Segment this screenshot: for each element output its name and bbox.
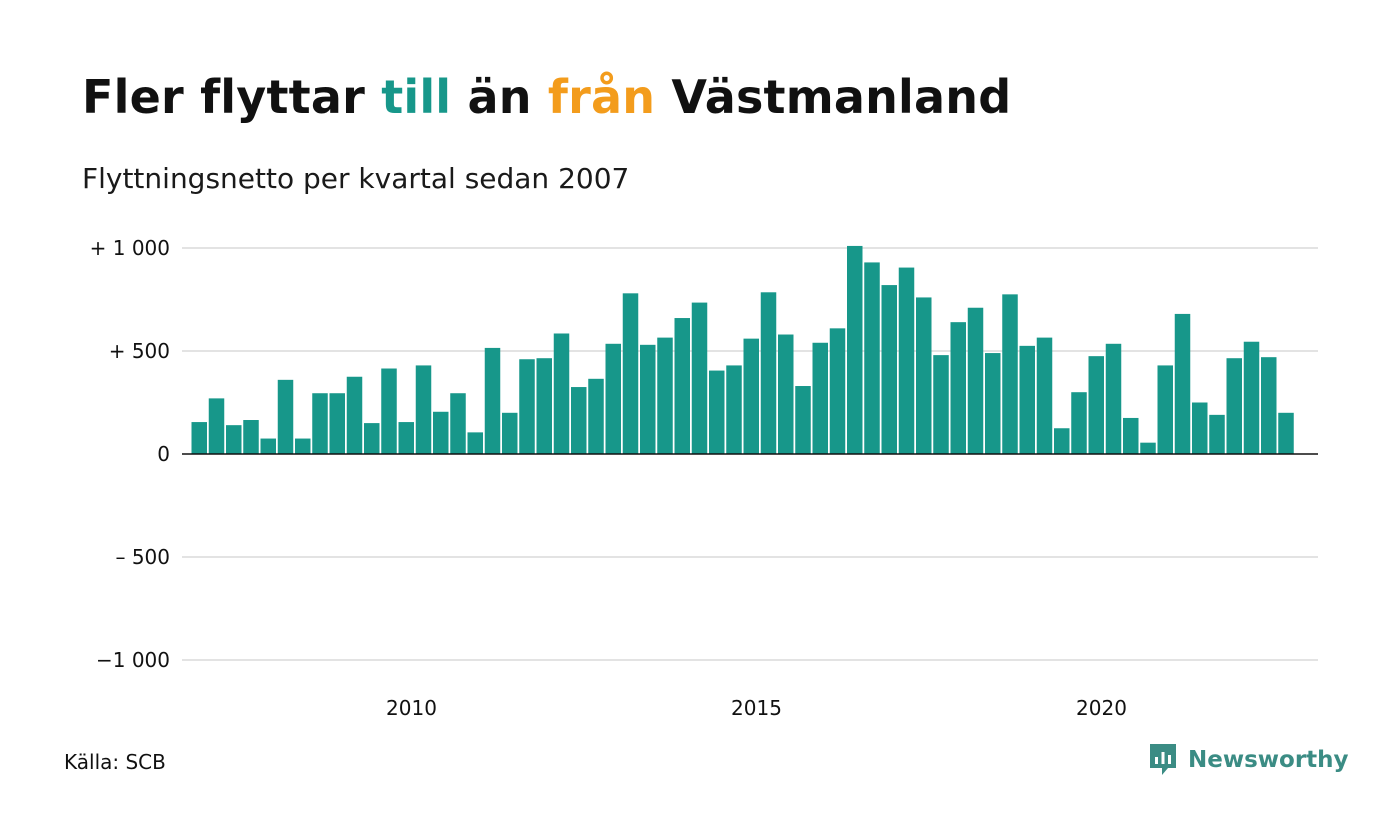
chart-subtitle: Flyttningsnetto per kvartal sedan 2007 bbox=[82, 162, 630, 195]
x-axis: 2010 2015 2020 bbox=[386, 696, 1127, 720]
bar bbox=[778, 334, 794, 454]
title-fran: från bbox=[547, 70, 656, 124]
bar bbox=[295, 438, 311, 454]
y-tick-label: – 500 bbox=[115, 545, 170, 569]
bar bbox=[553, 333, 570, 454]
y-tick-label: + 1 000 bbox=[90, 236, 170, 260]
bar bbox=[933, 355, 949, 454]
bar bbox=[985, 353, 1001, 454]
chart-title: Fler flyttar till än från Västmanland bbox=[82, 70, 1011, 124]
bar bbox=[691, 302, 708, 454]
bar bbox=[484, 347, 501, 454]
bar bbox=[760, 292, 777, 454]
bar bbox=[467, 432, 483, 454]
bar bbox=[312, 393, 328, 454]
bar bbox=[726, 365, 742, 454]
bar bbox=[226, 425, 242, 454]
bar bbox=[1105, 343, 1122, 454]
bar bbox=[674, 318, 690, 454]
x-tick-label: 2020 bbox=[1076, 696, 1127, 720]
bar bbox=[829, 328, 846, 454]
bar bbox=[1192, 402, 1208, 454]
bar bbox=[536, 358, 552, 454]
bar bbox=[571, 387, 587, 454]
bar bbox=[329, 393, 345, 454]
bar bbox=[346, 376, 363, 454]
bar bbox=[605, 343, 621, 454]
bar bbox=[743, 338, 759, 454]
bar bbox=[709, 370, 725, 454]
newsworthy-logo-icon bbox=[1150, 744, 1176, 775]
bar bbox=[502, 412, 518, 454]
bar bbox=[795, 386, 811, 454]
bar bbox=[967, 307, 984, 454]
bar bbox=[1036, 337, 1053, 454]
x-tick-label: 2015 bbox=[731, 696, 782, 720]
bar bbox=[433, 411, 449, 454]
bar bbox=[277, 379, 294, 454]
bar bbox=[950, 322, 966, 454]
title-till: till bbox=[381, 70, 452, 124]
bar bbox=[1157, 365, 1173, 454]
bar bbox=[208, 398, 225, 454]
bar bbox=[1002, 294, 1018, 454]
bar bbox=[519, 359, 535, 454]
bar bbox=[898, 267, 915, 454]
bar bbox=[450, 393, 466, 454]
bar bbox=[864, 262, 880, 454]
bar bbox=[260, 438, 276, 454]
bar bbox=[1243, 341, 1260, 454]
title-part-2: än bbox=[451, 70, 548, 124]
source-note: Källa: SCB bbox=[64, 750, 166, 774]
bar bbox=[381, 368, 397, 454]
bar bbox=[191, 422, 207, 454]
bar bbox=[398, 422, 414, 454]
bar bbox=[1226, 358, 1242, 454]
bar bbox=[1261, 357, 1277, 454]
bar bbox=[847, 245, 863, 454]
bar bbox=[243, 420, 259, 454]
y-axis: + 1 000 + 500 0 – 500 −1 000 bbox=[90, 236, 170, 672]
bar bbox=[881, 285, 897, 454]
bar bbox=[588, 378, 604, 454]
title-part-3: Västmanland bbox=[655, 70, 1012, 124]
bar bbox=[364, 423, 380, 454]
bar bbox=[1209, 414, 1225, 454]
bar bbox=[812, 342, 828, 454]
bar bbox=[1123, 417, 1139, 454]
bar bbox=[1071, 392, 1087, 454]
x-tick-label: 2010 bbox=[386, 696, 437, 720]
y-tick-label: 0 bbox=[157, 442, 170, 466]
bar bbox=[1054, 428, 1070, 454]
bar bbox=[640, 344, 656, 454]
bar bbox=[622, 293, 639, 454]
bar bbox=[1174, 313, 1191, 454]
bar bbox=[1088, 356, 1104, 454]
y-tick-label: + 500 bbox=[109, 339, 170, 363]
bars bbox=[191, 245, 1294, 454]
bar bbox=[916, 297, 932, 454]
title-part-1: Fler flyttar bbox=[82, 70, 382, 124]
bar bbox=[1140, 442, 1156, 454]
bar bbox=[1019, 345, 1035, 454]
brand-logo: Newsworthy bbox=[1148, 742, 1349, 778]
bar bbox=[657, 337, 673, 454]
y-tick-label: −1 000 bbox=[96, 648, 170, 672]
brand-name: Newsworthy bbox=[1188, 747, 1349, 773]
bar bbox=[415, 365, 432, 454]
bar bbox=[1278, 412, 1294, 454]
